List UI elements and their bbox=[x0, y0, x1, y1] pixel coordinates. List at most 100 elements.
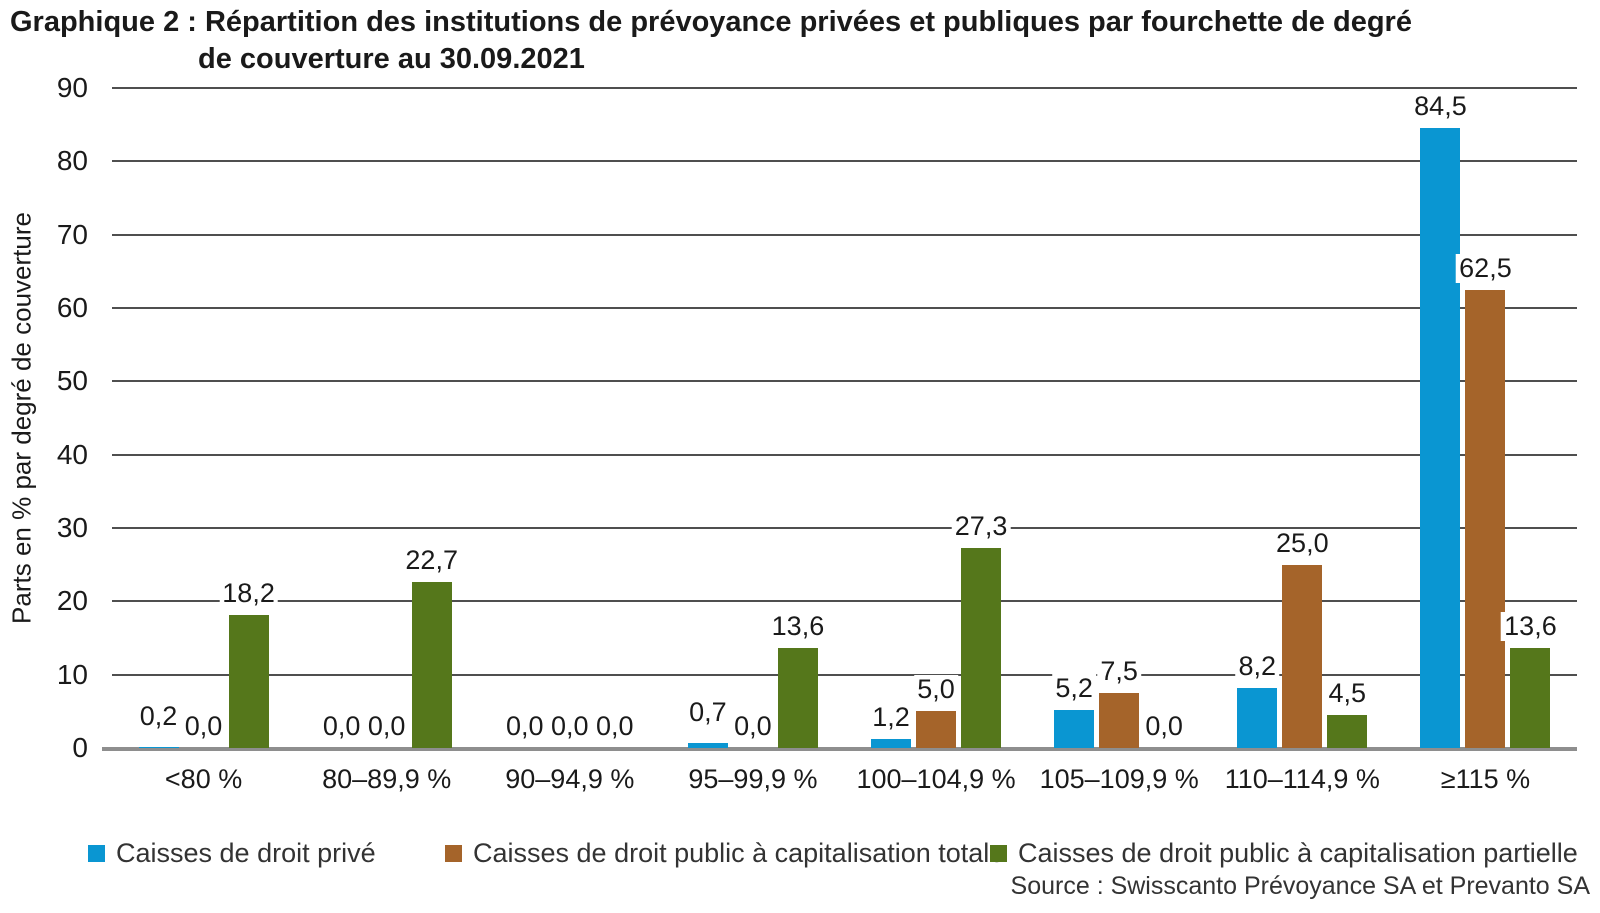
bar-row: 1,2 5,0 27,3 bbox=[869, 88, 1011, 748]
bar-row: 8,2 25,0 4,5 bbox=[1235, 88, 1370, 748]
bar-row: 84,5 62,5 13,6 bbox=[1411, 88, 1560, 748]
bar-slot: 0,0 bbox=[181, 88, 226, 748]
y-tick-label: 30 bbox=[56, 512, 88, 543]
bar bbox=[916, 711, 957, 748]
bar-slot: 0,0 bbox=[548, 88, 592, 748]
x-category-label: ≥115 % bbox=[1440, 764, 1531, 794]
category-group: 84,5 62,5 13,6 ≥115 % bbox=[1394, 88, 1577, 794]
bar-slot: 0,0 bbox=[319, 88, 364, 748]
legend-swatch-icon bbox=[445, 845, 462, 862]
legend-swatch-icon bbox=[990, 845, 1007, 862]
bar-slot: 0,0 bbox=[364, 88, 409, 748]
bar-value-label: 0,0 bbox=[1142, 712, 1186, 741]
bar bbox=[1510, 648, 1551, 748]
bar-slot: 25,0 bbox=[1273, 88, 1332, 748]
bar-slot: 7,5 bbox=[1097, 88, 1141, 748]
bar-value-label: 0,2 bbox=[136, 701, 181, 731]
bar-value-label: 5,2 bbox=[1052, 673, 1096, 703]
bar bbox=[1054, 709, 1095, 748]
category-group: 0,0 0,0 22,7 80–89,9 % bbox=[295, 88, 478, 794]
bar-value-label: 0,0 bbox=[364, 712, 409, 741]
bar bbox=[1237, 687, 1278, 748]
x-category-label: 100–104,9 % bbox=[856, 764, 1016, 794]
bar-value-label: 0,0 bbox=[548, 712, 592, 741]
bar-slot: 8,2 bbox=[1235, 88, 1280, 748]
legend-swatch-icon bbox=[88, 845, 105, 862]
bar bbox=[871, 739, 912, 748]
bar-slot: 0,2 bbox=[136, 88, 181, 748]
bar-slot: 22,7 bbox=[402, 88, 461, 748]
bar-value-label: 18,2 bbox=[219, 578, 278, 608]
x-category-label: <80 % bbox=[164, 764, 243, 794]
gridline bbox=[112, 307, 1577, 309]
x-category-label: 95–99,9 % bbox=[688, 764, 818, 794]
plot-area: 0,2 0,0 18,2 <80 % 0,0 0,0 22,7 80–89,9 % 0,0 0,0… bbox=[102, 87, 1577, 795]
gridline bbox=[112, 380, 1577, 383]
gridline bbox=[112, 87, 1577, 89]
chart-title: Graphique 2 : Répartition des institutio… bbox=[10, 4, 1412, 78]
bar-value-label: 0,0 bbox=[319, 712, 364, 741]
bar-slot: 0,0 bbox=[1142, 88, 1186, 748]
bar-slot: 4,5 bbox=[1325, 88, 1370, 748]
bar-row: 0,0 0,0 0,0 bbox=[503, 88, 637, 748]
bar-row: 0,2 0,0 18,2 bbox=[136, 88, 278, 748]
bar bbox=[1327, 715, 1368, 748]
bar-value-label: 27,3 bbox=[951, 511, 1011, 541]
y-tick-label: 50 bbox=[56, 365, 88, 397]
category-group: 5,2 7,5 0,0 105–109,9 % bbox=[1028, 88, 1211, 795]
bar-slot: 5,0 bbox=[914, 88, 958, 748]
bar bbox=[961, 547, 1002, 748]
y-tick-label: 40 bbox=[56, 438, 88, 470]
gridline bbox=[112, 673, 1577, 676]
bar-value-label: 1,2 bbox=[869, 703, 913, 733]
bar-value-label: 0,0 bbox=[503, 712, 547, 741]
chart-title-line2: de couverture au 30.09.2021 bbox=[198, 43, 585, 75]
y-tick-label: 80 bbox=[56, 145, 88, 177]
bar-value-label: 22,7 bbox=[402, 545, 461, 575]
gridline bbox=[112, 160, 1577, 163]
legend-item: Caisses de droit public à capitalisation… bbox=[445, 838, 1004, 869]
category-group: 0,0 0,0 0,0 90–94,9 % bbox=[478, 88, 661, 794]
bar-row: 0,7 0,0 13,6 bbox=[686, 88, 828, 748]
bar-slot: 13,6 bbox=[1501, 88, 1560, 748]
source-note: Source : Swisscanto Prévoyance SA et Pre… bbox=[1010, 872, 1590, 900]
y-axis-title: Parts en % par degré de couverture bbox=[6, 212, 37, 624]
bar bbox=[228, 614, 269, 748]
gridline bbox=[112, 527, 1577, 529]
bar bbox=[1282, 564, 1323, 748]
bar bbox=[777, 648, 818, 748]
bar-slot: 18,2 bbox=[219, 88, 278, 748]
x-category-label: 105–109,9 % bbox=[1039, 764, 1199, 794]
legend-label: Caisses de droit public à capitalisation… bbox=[473, 838, 1005, 868]
y-tick-label: 0 bbox=[72, 732, 88, 763]
bar bbox=[1099, 693, 1140, 748]
bar-value-label: 62,5 bbox=[1456, 253, 1515, 283]
bar-value-label: 7,5 bbox=[1097, 657, 1141, 686]
bar-value-label: 0,0 bbox=[181, 712, 226, 741]
gridline bbox=[112, 233, 1577, 236]
bar-slot: 27,3 bbox=[951, 88, 1011, 748]
bar bbox=[411, 581, 452, 748]
category-group: 8,2 25,0 4,5 110–114,9 % bbox=[1211, 88, 1394, 794]
bar-value-label: 0,0 bbox=[593, 712, 637, 741]
bar-row: 5,2 7,5 0,0 bbox=[1052, 88, 1186, 748]
bar-value-label: 13,6 bbox=[768, 612, 828, 642]
chart-title-line1: Graphique 2 : Répartition des institutio… bbox=[10, 6, 1412, 38]
y-tick-label: 20 bbox=[56, 585, 88, 617]
bar-slot: 0,0 bbox=[731, 88, 775, 748]
bar bbox=[1420, 128, 1461, 748]
x-category-label: 90–94,9 % bbox=[505, 764, 635, 794]
bar-value-label: 4,5 bbox=[1325, 679, 1370, 708]
bar-value-label: 0,0 bbox=[731, 712, 775, 741]
gridline bbox=[112, 600, 1577, 603]
bar-value-label: 8,2 bbox=[1235, 651, 1280, 681]
legend-label: Caisses de droit privé bbox=[116, 838, 376, 868]
bar-value-label: 5,0 bbox=[914, 675, 958, 705]
bar-slot: 0,0 bbox=[503, 88, 547, 748]
bar bbox=[1465, 289, 1506, 748]
legend-item: Caisses de droit privé bbox=[88, 838, 376, 869]
bar-slot: 1,2 bbox=[869, 88, 913, 748]
gridline bbox=[112, 453, 1577, 456]
category-group: 1,2 5,0 27,3 100–104,9 % bbox=[845, 88, 1028, 794]
legend-label: Caisses de droit public à capitalisation… bbox=[1018, 838, 1578, 868]
